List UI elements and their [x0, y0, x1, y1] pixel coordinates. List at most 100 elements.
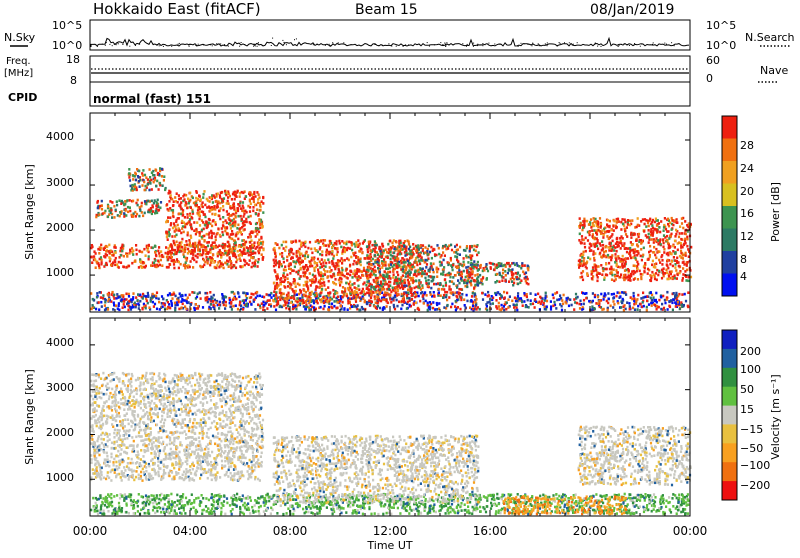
- heatmap-cell: [233, 305, 235, 308]
- heatmap-cell: [141, 184, 143, 187]
- heatmap-cell: [637, 217, 639, 220]
- heatmap-cell: [461, 293, 463, 296]
- heatmap-cell: [274, 261, 276, 264]
- heatmap-cell: [225, 296, 227, 299]
- heatmap-cell: [578, 303, 580, 306]
- heatmap-cell: [279, 278, 281, 281]
- heatmap-cell: [612, 240, 614, 243]
- heatmap-cell: [619, 276, 621, 279]
- heatmap-cell: [354, 252, 356, 255]
- noise-search-point: [480, 44, 481, 45]
- heatmap-cell: [371, 264, 373, 267]
- heatmap-cell: [187, 296, 189, 299]
- heatmap-cell: [250, 247, 252, 250]
- heatmap-cell: [631, 298, 633, 301]
- heatmap-cell: [601, 249, 603, 252]
- noise-search-point: [434, 44, 435, 45]
- heatmap-cell: [627, 279, 629, 282]
- heatmap-cell: [290, 251, 292, 254]
- heatmap-cell: [443, 266, 445, 269]
- heatmap-cell: [233, 213, 235, 216]
- heatmap-cell: [356, 288, 358, 291]
- heatmap-cell: [543, 302, 545, 305]
- noise-search-point: [500, 44, 501, 45]
- heatmap-cell: [433, 294, 435, 297]
- heatmap-cell: [169, 233, 171, 236]
- heatmap-cell: [422, 250, 424, 253]
- heatmap-cell: [209, 219, 211, 222]
- heatmap-cell: [405, 249, 407, 252]
- heatmap-cell: [328, 245, 330, 248]
- heatmap-cell: [174, 302, 176, 305]
- heatmap-cell: [530, 303, 532, 306]
- heatmap-cell: [274, 252, 276, 255]
- heatmap-cell: [251, 193, 253, 196]
- heatmap-cell: [125, 298, 127, 301]
- heatmap-cell: [149, 176, 151, 179]
- noise-search-point: [216, 43, 217, 44]
- heatmap-cell: [341, 257, 343, 260]
- noise-search-point: [618, 46, 619, 47]
- heatmap-cell: [196, 221, 198, 224]
- heatmap-cell: [285, 307, 287, 310]
- heatmap-cell: [420, 245, 422, 248]
- heatmap-cell: [332, 289, 334, 292]
- heatmap-cell: [273, 282, 275, 285]
- heatmap-cell: [428, 279, 430, 282]
- heatmap-cell: [498, 302, 500, 305]
- heatmap-cell: [134, 259, 136, 262]
- heatmap-cell: [604, 231, 606, 234]
- heatmap-cell: [253, 298, 255, 301]
- heatmap-cell: [409, 304, 411, 307]
- heatmap-cell: [384, 270, 386, 273]
- heatmap-cell: [341, 296, 343, 299]
- heatmap-cell: [212, 300, 214, 303]
- heatmap-cell: [123, 303, 125, 306]
- heatmap-cell: [387, 256, 389, 259]
- heatmap-cell: [386, 305, 388, 308]
- heatmap-cell: [534, 306, 536, 309]
- noise-search-point: [317, 44, 318, 45]
- heatmap-cell: [148, 258, 150, 261]
- heatmap-cell: [409, 246, 411, 249]
- heatmap-cell: [613, 303, 615, 306]
- heatmap-cell: [579, 307, 581, 310]
- heatmap-cell: [164, 304, 166, 307]
- heatmap-cell: [552, 305, 554, 308]
- heatmap-cell: [415, 301, 417, 304]
- heatmap-cell: [328, 280, 330, 283]
- heatmap-cell: [477, 269, 479, 272]
- heatmap-cell: [319, 286, 321, 289]
- noise-search-point: [257, 43, 258, 44]
- heatmap-cell: [91, 261, 93, 264]
- heatmap-cell: [257, 198, 259, 201]
- noise-search-point: [254, 44, 255, 45]
- heatmap-cell: [476, 254, 478, 257]
- heatmap-cell: [213, 206, 215, 209]
- heatmap-cell: [384, 261, 386, 264]
- heatmap-cell: [262, 211, 264, 214]
- heatmap-cell: [439, 282, 441, 285]
- heatmap-cell: [644, 296, 646, 299]
- heatmap-cell: [230, 267, 232, 270]
- heatmap-cell: [619, 292, 621, 295]
- heatmap-cell: [613, 229, 615, 232]
- heatmap-cell: [331, 303, 333, 306]
- heatmap-cell: [326, 300, 328, 303]
- heatmap-cell: [296, 301, 298, 304]
- heatmap-cell: [146, 300, 148, 303]
- heatmap-cell: [190, 227, 192, 230]
- heatmap-cell: [372, 291, 374, 294]
- heatmap-cell: [135, 296, 137, 299]
- noise-search-point: [429, 46, 430, 47]
- heatmap-cell: [173, 222, 175, 225]
- heatmap-cell: [509, 295, 511, 298]
- heatmap-cell: [113, 297, 115, 300]
- noise-search-point: [313, 44, 314, 45]
- heatmap-cell: [132, 253, 134, 256]
- heatmap-cell: [328, 261, 330, 264]
- heatmap-cell: [243, 213, 245, 216]
- heatmap-cell: [134, 185, 136, 188]
- heatmap-cell: [377, 267, 379, 270]
- heatmap-cell: [199, 195, 201, 198]
